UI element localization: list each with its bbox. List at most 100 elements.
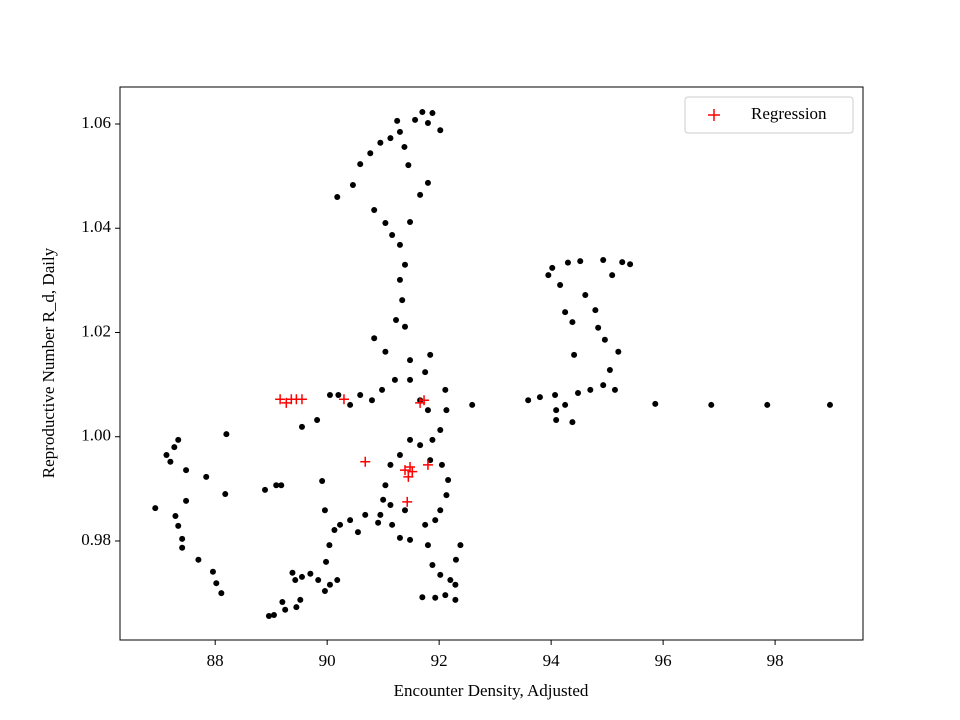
data-point: [382, 482, 389, 489]
data-point: [429, 561, 436, 568]
data-point: [443, 407, 450, 414]
data-point: [292, 577, 299, 584]
data-point: [380, 496, 387, 503]
data-point: [203, 473, 210, 480]
data-point: [179, 544, 186, 551]
data-point: [298, 573, 305, 580]
data-point: [571, 351, 578, 358]
data-point: [407, 436, 414, 443]
data-point: [314, 417, 321, 424]
data-point: [417, 442, 424, 449]
regression-point: [275, 394, 286, 405]
regression-point: [338, 394, 349, 405]
y-axis-label: Reproductive Number R_d, Daily: [39, 247, 58, 478]
data-point: [152, 505, 159, 512]
data-point: [452, 556, 459, 563]
data-point: [432, 594, 439, 601]
x-tick-label: 88: [207, 651, 224, 670]
y-tick-label: 1.04: [81, 217, 111, 236]
data-point: [452, 581, 459, 588]
data-point: [615, 348, 622, 355]
data-point: [609, 272, 616, 279]
data-point: [396, 241, 403, 248]
data-point: [557, 282, 564, 289]
data-point: [424, 542, 431, 549]
data-point: [407, 536, 414, 543]
data-point: [265, 613, 272, 620]
data-point: [457, 542, 464, 549]
data-point: [368, 397, 375, 404]
data-point: [389, 232, 396, 239]
data-point: [452, 596, 459, 603]
data-point: [293, 604, 300, 611]
data-point: [417, 191, 424, 198]
data-point: [262, 486, 269, 493]
data-point: [536, 394, 543, 401]
data-point: [826, 401, 833, 408]
data-point: [424, 119, 431, 126]
data-point: [652, 400, 659, 407]
data-point: [297, 596, 304, 603]
y-tick-label: 1.02: [81, 321, 111, 340]
data-point: [307, 570, 314, 577]
data-point: [401, 323, 408, 330]
data-point: [167, 458, 174, 465]
x-tick-label: 92: [431, 651, 448, 670]
data-point: [393, 316, 400, 323]
data-point: [387, 461, 394, 468]
data-point: [564, 259, 571, 266]
regression-point: [399, 465, 410, 476]
data-point: [606, 367, 613, 374]
data-point: [326, 392, 333, 399]
data-point: [469, 401, 476, 408]
data-point: [424, 179, 431, 186]
data-point: [315, 577, 322, 584]
data-point: [175, 522, 182, 529]
data-point: [442, 592, 449, 599]
data-point: [432, 517, 439, 524]
data-point: [587, 386, 594, 393]
data-point: [222, 491, 229, 498]
data-point: [577, 258, 584, 265]
data-point: [437, 507, 444, 514]
legend-marker: [708, 109, 720, 121]
data-point: [357, 392, 364, 399]
data-point: [429, 110, 436, 117]
data-point: [525, 397, 532, 404]
data-point: [331, 527, 338, 534]
data-point: [627, 261, 634, 268]
data-point: [323, 558, 330, 565]
data-point: [412, 116, 419, 123]
data-point: [321, 507, 328, 514]
regression-point: [403, 471, 414, 482]
data-point: [175, 436, 182, 443]
data-point: [595, 324, 602, 331]
data-point: [601, 336, 608, 343]
data-point: [347, 401, 354, 408]
data-point: [349, 181, 356, 188]
regression-point: [419, 395, 430, 406]
data-point: [371, 207, 378, 214]
data-point: [437, 571, 444, 578]
data-point: [582, 291, 589, 298]
data-point: [362, 511, 369, 518]
data-point: [437, 426, 444, 433]
data-point: [569, 419, 576, 426]
regression-point: [360, 456, 371, 467]
data-point: [334, 577, 341, 584]
data-point: [337, 521, 344, 528]
data-point: [367, 150, 374, 157]
data-point: [447, 577, 454, 584]
data-point: [326, 542, 333, 549]
data-point: [335, 392, 342, 399]
data-point: [553, 407, 560, 414]
data-point: [382, 220, 389, 227]
x-tick-label: 90: [319, 651, 336, 670]
data-point: [319, 478, 326, 485]
data-point: [321, 588, 328, 595]
y-tick-label: 1.00: [81, 426, 111, 445]
data-point: [424, 407, 431, 414]
data-point: [427, 351, 434, 358]
data-point: [443, 492, 450, 499]
data-point: [354, 529, 361, 536]
